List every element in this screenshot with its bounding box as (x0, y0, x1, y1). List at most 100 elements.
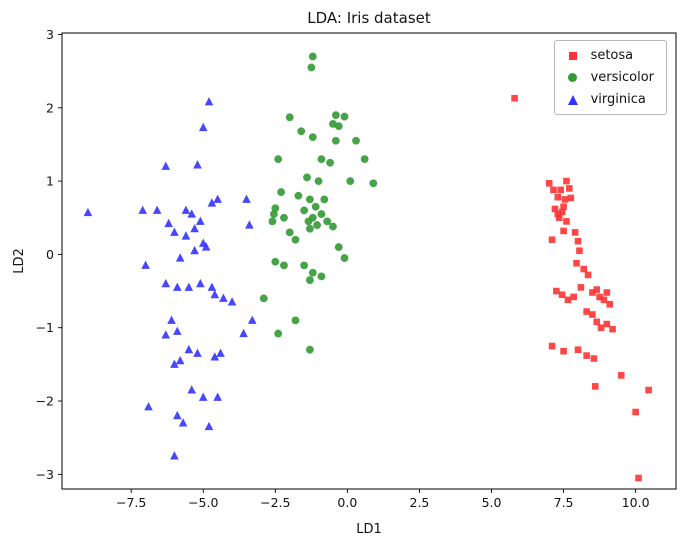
virginica-point (210, 352, 220, 361)
versicolor-point (369, 179, 378, 188)
setosa-point (584, 271, 592, 279)
virginica-point (219, 293, 228, 302)
setosa-point (553, 287, 560, 295)
virginica-point (152, 205, 162, 214)
versicolor-point (340, 112, 349, 121)
versicolor-point (308, 133, 317, 142)
virginica-point (170, 227, 179, 236)
virginica-point (144, 402, 153, 411)
x-tick-label: 7.5 (554, 495, 574, 510)
virginica-point (164, 218, 173, 228)
versicolor-point (259, 294, 268, 303)
legend-item-setosa: setosa (564, 48, 654, 63)
setosa-point (548, 236, 556, 244)
y-tick-label: −1 (36, 320, 54, 335)
virginica-point (245, 220, 254, 229)
virginica-point (175, 253, 185, 262)
versicolor-point (323, 217, 332, 226)
virginica-point (178, 418, 188, 427)
virginica-point (175, 355, 185, 365)
virginica-point (184, 282, 194, 291)
setosa-point (590, 355, 598, 362)
versicolor-point (340, 254, 349, 262)
virginica-point (242, 194, 251, 203)
setosa-point (591, 383, 599, 390)
setosa-point (632, 408, 639, 416)
versicolor-point (317, 272, 326, 281)
versicolor-point (269, 210, 278, 218)
setosa-point (511, 94, 518, 102)
virginica-point (167, 315, 176, 324)
setosa-point (560, 203, 567, 211)
versicolor-point (329, 120, 337, 128)
versicolor-point (317, 155, 326, 163)
setosa-point (570, 293, 577, 301)
virginica-point (190, 245, 199, 255)
virginica-point (210, 289, 220, 299)
versicolor-point (274, 155, 283, 163)
virginica-point (207, 282, 217, 291)
virginica-point (173, 326, 182, 335)
versicolor-point (300, 261, 309, 270)
virginica-point (83, 207, 93, 217)
setosa-point (589, 289, 596, 296)
x-tick-label: 0.0 (337, 495, 357, 510)
setosa-point (551, 205, 559, 213)
virginica-point (239, 328, 248, 338)
versicolor-point (285, 228, 294, 237)
versicolor-point (346, 177, 355, 185)
versicolor-point (291, 235, 300, 244)
setosa-point (557, 186, 564, 194)
virginica-point (161, 330, 171, 339)
virginica-point (181, 205, 191, 214)
versicolor-point (268, 217, 277, 226)
setosa-point (600, 296, 608, 304)
y-axis-label: LD2 (12, 248, 27, 274)
setosa-point (635, 474, 642, 482)
versicolor-point (326, 158, 334, 167)
virginica-point (181, 231, 191, 240)
legend-item-versicolor: versicolor (564, 70, 654, 85)
setosa-point (593, 318, 601, 326)
versicolor-point (308, 268, 317, 277)
versicolor-point (360, 155, 369, 163)
legend-label-virginica: virginica (590, 92, 646, 107)
setosa-point (574, 346, 582, 354)
virginica-point (213, 392, 222, 401)
setosa-point (597, 324, 605, 332)
versicolor-point (271, 257, 280, 266)
x-tick-label: −7.5 (116, 495, 146, 510)
legend-label-versicolor: versicolor (590, 70, 654, 85)
setosa-point (561, 196, 569, 203)
chart-title: LDA: Iris dataset (307, 9, 431, 27)
virginica-point (216, 348, 225, 357)
virginica-point (173, 282, 182, 291)
legend: setosa versicolor virginica (553, 40, 667, 115)
x-axis-label: LD1 (356, 522, 382, 537)
y-tick-label: 3 (46, 27, 54, 42)
setosa-point (617, 372, 625, 379)
virginica-point (184, 344, 194, 354)
setosa-point (576, 247, 583, 255)
versicolor-point (306, 345, 314, 354)
x-tick-label: −5.0 (188, 495, 218, 510)
setosa-point (564, 296, 572, 304)
virginica-point (170, 451, 179, 460)
setosa-point (566, 185, 573, 192)
versicolor-point (320, 195, 329, 204)
versicolor-point (274, 329, 283, 338)
virginica-point (196, 278, 205, 288)
virginica-point (196, 216, 205, 225)
setosa-point (645, 386, 652, 394)
setosa-point (554, 210, 562, 218)
y-tick-label: 2 (46, 100, 54, 115)
setosa-point (593, 286, 601, 293)
versicolor-point (311, 202, 320, 211)
setosa-point (596, 293, 603, 301)
versicolor-point (307, 63, 316, 72)
versicolor-point (331, 136, 340, 145)
virginica-point (187, 209, 197, 218)
setosa-point (589, 311, 596, 318)
y-tick-label: 0 (46, 247, 54, 262)
versicolor-point (317, 210, 326, 218)
